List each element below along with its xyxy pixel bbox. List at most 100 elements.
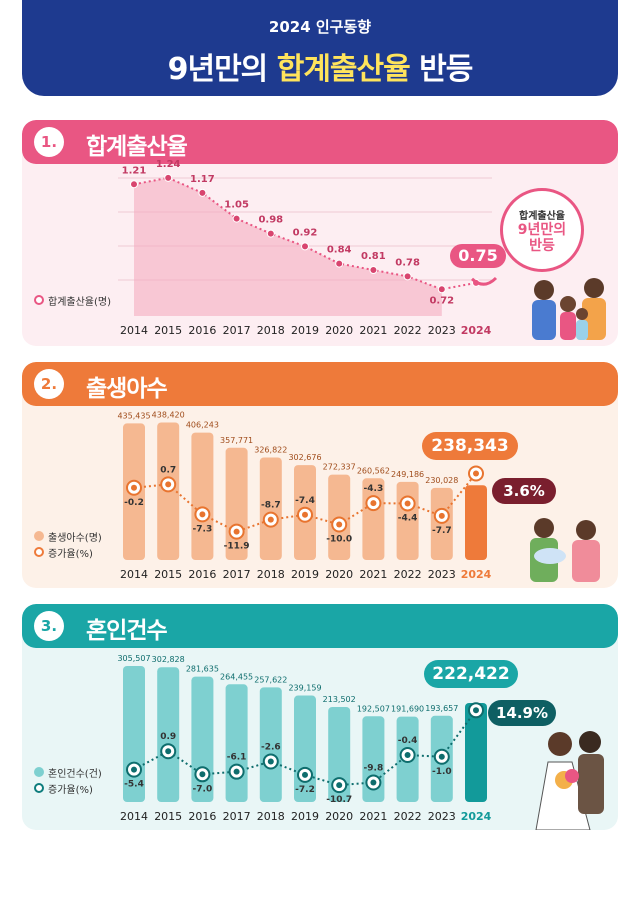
bar-value-label: 438,420 <box>152 410 185 419</box>
rate-label: -1.0 <box>432 767 452 777</box>
bar-value-label: 191,690 <box>391 705 424 714</box>
bar-value-label: 302,828 <box>152 655 185 664</box>
x-tick-label: 2020 <box>325 324 353 337</box>
tfr-legend: 합계출산율(명) <box>34 292 111 308</box>
bar-value-label: 435,435 <box>117 411 150 420</box>
tfr-point <box>130 180 138 189</box>
legend-label: 혼인건수(건) <box>48 768 102 780</box>
section-marriage: 3. 혼인건수 305,507 302,828 281,635 264,455 257,… <box>22 604 618 830</box>
bar-value-label: 272,337 <box>323 463 356 472</box>
page-header: 2024 인구동향 9년만의 합계출산율 반등 <box>22 0 618 96</box>
legend-label: 합계출산율(명) <box>48 296 112 308</box>
rate-point-dot <box>438 512 445 519</box>
wedding-couple-illustration <box>535 731 604 830</box>
section-number: 2. <box>34 369 64 399</box>
tfr-point <box>164 173 173 182</box>
x-tick-label: 2021 <box>359 810 387 823</box>
tfr-data-label: 0.81 <box>361 251 386 262</box>
bar-value-label: 357,771 <box>220 436 253 445</box>
legend-marker <box>34 295 44 305</box>
rate-point-dot <box>233 768 240 775</box>
tfr-data-label: 0.84 <box>327 245 352 256</box>
x-tick-label: 2016 <box>188 324 216 337</box>
bar <box>430 487 453 560</box>
section-births-header: 2. 출생아수 <box>22 362 618 406</box>
bar-value-label: 213,502 <box>323 695 356 704</box>
title-part-c: 반등 <box>409 52 473 87</box>
rate-point-dot <box>199 771 206 778</box>
marriage-rate-badge: 14.9% <box>488 700 556 726</box>
rate-label: -10.0 <box>326 535 352 545</box>
rate-label: -7.2 <box>295 785 315 795</box>
x-tick-label: 2016 <box>188 568 216 581</box>
rate-label: -4.4 <box>398 514 418 524</box>
rate-label: 0.9 <box>160 732 176 742</box>
x-tick-label: 2014 <box>120 568 148 581</box>
legend-label: 출생아수(명) <box>48 532 102 544</box>
x-tick-label: 2022 <box>394 324 422 337</box>
x-tick-label: 2024 <box>461 810 492 823</box>
rate-line <box>133 472 477 533</box>
births-chart: 435,435 438,420406,243357,771326,822302,6… <box>117 410 491 581</box>
rate-point-dot <box>473 707 479 714</box>
rate-point-dot <box>267 516 274 523</box>
rate-point-dot <box>131 766 137 773</box>
bar <box>157 667 180 802</box>
rate-point-dot <box>131 484 137 491</box>
rate-label: -0.4 <box>398 736 418 746</box>
rate-point-dot <box>370 500 377 507</box>
x-tick-label: 2018 <box>257 568 285 581</box>
tfr-data-label: 1.05 <box>224 200 249 211</box>
rate-label: -11.9 <box>224 542 250 552</box>
x-tick-label: 2020 <box>325 810 353 823</box>
legend-marker <box>34 767 44 777</box>
bar-value-label: 239,159 <box>288 684 321 693</box>
tfr-rise-arrow <box>470 276 498 286</box>
legend-marker <box>34 783 44 793</box>
section-title: 혼인건수 <box>86 618 168 644</box>
x-tick-label: 2014 <box>120 810 148 823</box>
legend-label: 증가율(%) <box>48 548 93 560</box>
tfr-point <box>198 188 207 197</box>
tfr-point <box>437 285 446 294</box>
x-tick-label: 2019 <box>291 810 319 823</box>
x-tick-label: 2016 <box>188 810 216 823</box>
legend-marker <box>34 531 44 541</box>
section-marriage-header: 3. 혼인건수 <box>22 604 618 648</box>
x-tick-label: 2018 <box>257 324 285 337</box>
rate-point-dot <box>404 500 411 507</box>
bar-value-label: 305,507 <box>117 654 150 663</box>
tfr-data-label: 1.24 <box>156 159 181 170</box>
bar-value-label: 326,822 <box>254 445 287 454</box>
tfr-2024-badge: 0.75 <box>450 244 506 268</box>
rate-point-dot <box>199 511 206 518</box>
rate-label: -5.4 <box>124 780 144 790</box>
rate-label: -9.8 <box>364 763 384 773</box>
rate-label: -2.6 <box>261 742 281 752</box>
rate-label: -6.1 <box>227 753 247 763</box>
rate-point-dot <box>302 771 308 778</box>
x-tick-label: 2024 <box>461 324 492 337</box>
bar <box>259 687 282 802</box>
tfr-data-label: 1.17 <box>190 174 215 185</box>
births-rate-badge: 3.6% <box>492 478 556 504</box>
section-title: 합계출산율 <box>86 134 188 160</box>
x-tick-label: 2023 <box>428 324 456 337</box>
tfr-ring-badge: 합계출산율 9년만의 반등 <box>500 188 584 272</box>
rate-point-dot <box>233 528 240 535</box>
tfr-point <box>403 272 412 281</box>
tfr-point <box>266 229 275 238</box>
rate-label: -7.3 <box>193 524 213 534</box>
rate-point-dot <box>336 521 343 528</box>
rate-point-dot <box>302 511 308 518</box>
x-tick-label: 2014 <box>120 324 148 337</box>
x-tick-label: 2022 <box>394 810 422 823</box>
bar <box>225 684 248 802</box>
title-part-a: 9년만의 <box>167 52 277 87</box>
rate-point-dot <box>165 481 172 488</box>
bar-value-label: 264,455 <box>220 672 253 681</box>
ring-line1: 합계출산율 <box>519 211 565 222</box>
x-tick-label: 2017 <box>223 568 251 581</box>
tfr-data-label: 1.21 <box>122 165 147 176</box>
rate-point-dot <box>404 752 411 759</box>
